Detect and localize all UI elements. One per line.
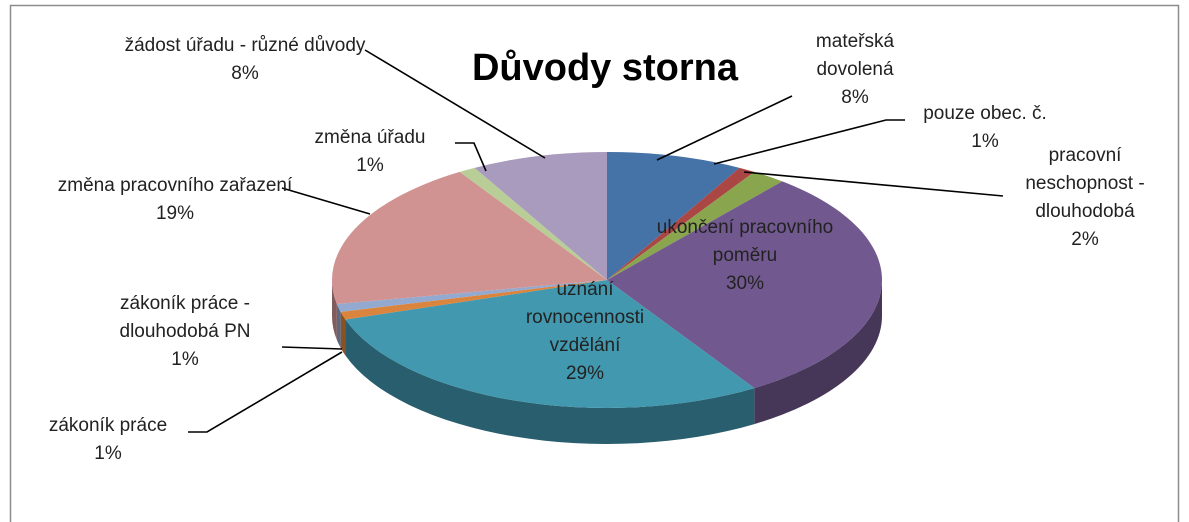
pie-slice [332, 171, 607, 304]
slice-value: 1% [94, 443, 122, 464]
slice-value: 8% [231, 63, 259, 84]
data-label: změna pracovního zařazení 19% [55, 172, 295, 228]
slice-name: pouze obec. č. [923, 103, 1047, 124]
slice-value: 1% [971, 131, 999, 152]
leader-line [364, 49, 546, 159]
chart-border [9, 4, 1180, 522]
data-label: změna úřadu 1% [295, 124, 445, 180]
leader-line [656, 95, 793, 161]
data-label: pouze obec. č. 1% [900, 100, 1070, 156]
data-label: ukončení pracovního poměru 30% [635, 214, 855, 298]
slice-value: 30% [725, 273, 765, 294]
data-label: pracovní neschopnost - dlouhodobá 2% [1010, 142, 1160, 254]
pie-slice-side [754, 280, 882, 425]
data-label: zákoník práce 1% [8, 412, 208, 468]
data-label: uznání rovnocennosti vzdělání 29% [505, 276, 665, 388]
slice-name: změna pracovního zařazení [57, 175, 293, 196]
pie-slice-side [332, 280, 337, 340]
pie-slice [474, 152, 607, 280]
data-label: mateřská dovolená 8% [795, 28, 915, 112]
leader-line [188, 351, 343, 433]
pie-slice [345, 280, 755, 408]
leader-line [743, 171, 1004, 197]
leader-line [281, 187, 371, 215]
pie-slice [340, 280, 607, 320]
slice-value: 29% [565, 363, 605, 384]
pie-slice [336, 280, 607, 312]
slice-name: uznání rovnocennosti vzdělání [525, 279, 645, 356]
slice-value: 2% [1071, 229, 1099, 250]
pie-slice [607, 167, 755, 280]
pie-slice [607, 152, 740, 280]
slice-value: 1% [171, 349, 199, 370]
pie-slice [459, 167, 607, 280]
pie-slice-side [340, 311, 346, 356]
leader-line [281, 346, 343, 350]
slice-value: 1% [356, 155, 384, 176]
slice-name: změna úřadu [314, 127, 426, 148]
slice-name: žádost úřadu - různé důvody [124, 35, 366, 56]
slice-name: mateřská dovolená [815, 31, 895, 80]
slice-name: zákoník práce - dlouhodobá PN [119, 293, 251, 342]
leader-line [713, 119, 905, 165]
data-label: zákoník práce - dlouhodobá PN 1% [95, 290, 275, 374]
leader-line [455, 142, 487, 172]
pie-slice-side [345, 319, 755, 444]
slice-value: 19% [155, 203, 195, 224]
data-label: žádost úřadu - různé důvody 8% [110, 32, 380, 88]
chart-title: Důvody storna [472, 47, 739, 89]
pie-slice-side [336, 303, 341, 348]
slice-name: pracovní neschopnost - dlouhodobá [1025, 145, 1145, 222]
pie-slice [607, 181, 882, 389]
slice-name: ukončení pracovního poměru [656, 217, 834, 266]
slice-name: zákoník práce [48, 415, 168, 436]
slice-value: 8% [841, 87, 869, 108]
pie-slice [607, 171, 783, 280]
